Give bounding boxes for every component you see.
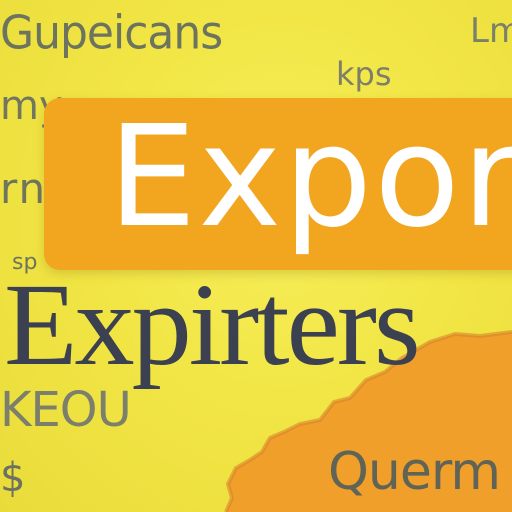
scribble-lm: Lm	[470, 11, 512, 51]
scribble-dollar: $	[0, 455, 26, 501]
headline-title: Expirters	[4, 259, 421, 390]
scribble-keou: KEOU	[0, 382, 132, 438]
banner-title: Expor	[108, 96, 512, 259]
orange-map-landmass	[226, 332, 512, 512]
scribble-sp: sp	[12, 250, 38, 275]
orange-banner	[44, 98, 512, 270]
scribble-querm: Querm	[328, 442, 501, 502]
scribble-kps: kps	[336, 55, 392, 93]
map-shadow-edge	[224, 330, 512, 512]
scribble-gupeicans: Gupeicans	[0, 6, 223, 61]
